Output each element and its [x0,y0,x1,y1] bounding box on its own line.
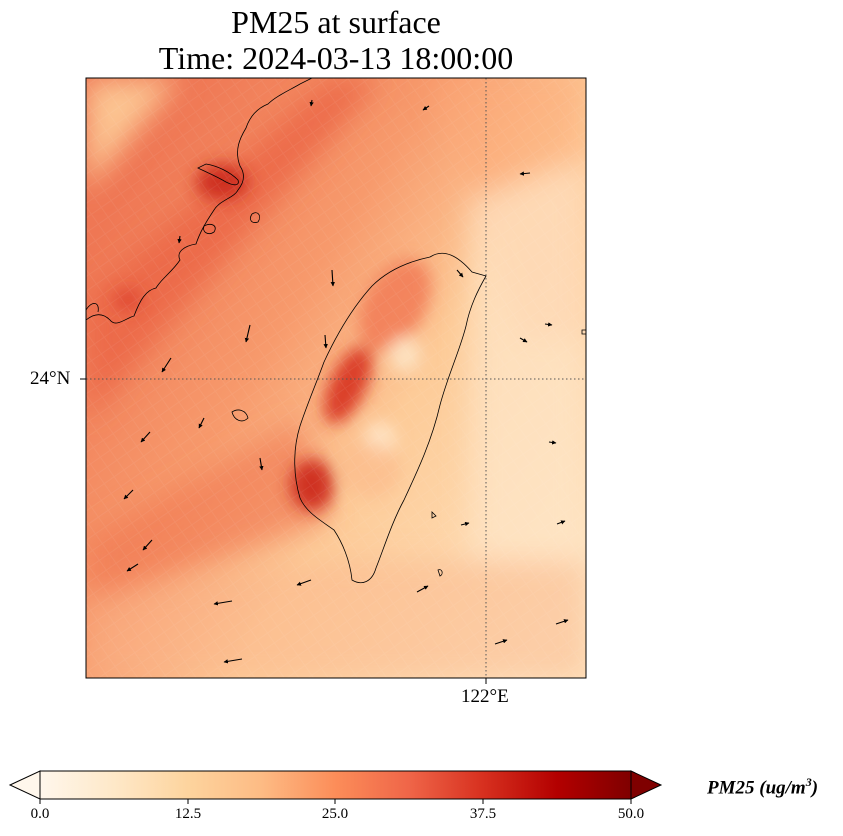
colorbar-label-close: ) [811,777,819,799]
taiwan-island-outline [294,252,487,584]
lat-tick-label: 24°N [30,368,71,389]
gridlines [86,78,586,678]
wind-arrow [460,521,470,527]
wind-arrow [456,269,464,278]
wind-arrow [323,334,328,349]
wind-arrow [177,235,182,244]
island-outline [437,569,443,577]
wind-arrow [296,579,312,586]
wind-arrow [519,171,531,176]
penghu-islands [231,409,249,422]
colorbar [8,770,663,804]
colorbar-tick-label: 37.5 [469,806,497,822]
wind-arrow [548,440,557,445]
wind-arrow [223,658,243,664]
mainland-coast [86,78,313,324]
wind-arrow [259,457,264,471]
wind-arrow [519,337,528,343]
wind-arrow [556,520,566,525]
wind-arrow [161,357,172,373]
wind-arrow [544,322,553,327]
wind-arrow [330,269,335,287]
map-frame [85,77,587,679]
colorbar-label-exponent: 3 [805,775,812,789]
wind-arrow [123,489,134,500]
map-time-subtitle: Time: 2024-03-13 18:00:00 [158,40,514,76]
wind-arrow [198,417,205,429]
island-outline [581,329,586,335]
wind-arrow [416,585,429,593]
wind-arrow [494,639,508,645]
wind-vectors [123,99,569,664]
colorbar-max-extend [630,770,663,800]
coastline [86,78,586,584]
island-outline [197,163,239,186]
colorbar-tick-label: 25.0 [321,806,349,822]
colorbar-tick-label: 12.5 [174,806,202,822]
colorbar-tick-label: 0.0 [30,806,50,822]
map-title: PM25 at surface [231,4,441,40]
wind-arrow [244,324,251,343]
wind-arrow [213,600,233,606]
island-outline [250,212,260,223]
wind-arrow [142,539,153,551]
wind-arrow [126,563,139,572]
colorbar-label: PM25 (ug/m3) [707,775,818,799]
colorbar-min-extend [8,770,41,800]
colorbar-gradient [39,770,632,800]
wind-arrow [140,431,151,443]
lon-tick-label: 122°E [461,686,509,707]
wind-arrow [555,619,569,625]
pm25-map [80,77,587,684]
island-outline [203,224,216,234]
pm25-field [86,78,586,678]
wind-arrow [309,99,314,107]
colorbar-label-text: PM25 (ug/m [707,777,806,799]
coast-fragment [86,303,99,313]
colorbar-tick-label: 50.0 [617,806,645,822]
island-outline [431,511,437,519]
wind-arrow [422,105,430,111]
